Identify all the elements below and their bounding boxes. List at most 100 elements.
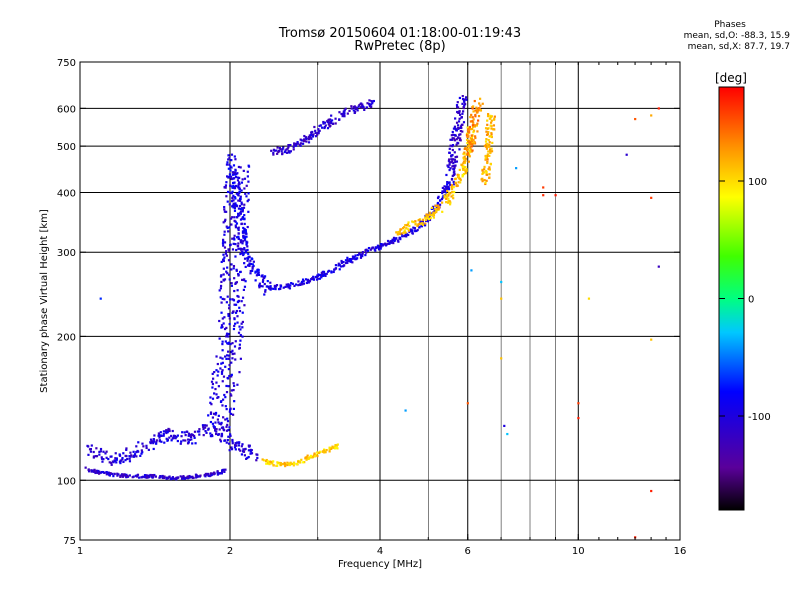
- data-point: [500, 357, 503, 360]
- data-point: [488, 168, 491, 171]
- data-point: [142, 445, 145, 448]
- data-point: [577, 416, 580, 420]
- data-point: [408, 224, 411, 228]
- data-point: [232, 299, 236, 302]
- data-point: [361, 105, 365, 108]
- data-point: [265, 462, 268, 465]
- data-point: [244, 229, 247, 232]
- data-point: [243, 285, 247, 288]
- data-point: [233, 216, 236, 219]
- data-point: [484, 170, 487, 173]
- data-point: [440, 197, 444, 201]
- data-point: [456, 173, 459, 176]
- data-point: [437, 204, 440, 207]
- data-point: [225, 429, 229, 432]
- data-point: [458, 117, 461, 120]
- data-point: [484, 154, 487, 158]
- data-point: [240, 252, 244, 255]
- data-point: [490, 119, 493, 122]
- data-point: [220, 370, 224, 374]
- data-point: [183, 431, 186, 434]
- data-point: [443, 185, 446, 188]
- data-point: [163, 441, 166, 444]
- data-point: [317, 132, 320, 135]
- data-point: [220, 426, 224, 429]
- data-point: [238, 181, 241, 184]
- data-point: [188, 438, 191, 441]
- data-point: [244, 265, 247, 269]
- data-point: [101, 460, 104, 463]
- x-tick-label: 16: [674, 546, 687, 557]
- data-point: [446, 187, 449, 190]
- data-point: [488, 141, 491, 144]
- data-point: [164, 430, 167, 433]
- data-point: [235, 444, 238, 447]
- data-point: [182, 439, 185, 442]
- data-point: [307, 141, 311, 144]
- data-point: [160, 440, 163, 443]
- data-point: [311, 277, 314, 280]
- data-point: [226, 423, 229, 427]
- data-point: [435, 210, 438, 213]
- data-point: [448, 151, 451, 154]
- data-point: [227, 428, 230, 432]
- data-point: [225, 195, 228, 198]
- data-point: [337, 264, 340, 267]
- data-point: [186, 475, 189, 478]
- data-point: [246, 175, 249, 178]
- data-point: [269, 285, 272, 288]
- data-point: [357, 105, 360, 108]
- data-point: [98, 450, 101, 454]
- data-point: [454, 177, 457, 180]
- data-point: [445, 186, 448, 189]
- data-point: [288, 287, 292, 290]
- data-point: [232, 264, 236, 268]
- data-point: [121, 473, 124, 476]
- data-point: [224, 405, 227, 408]
- data-point: [105, 473, 108, 476]
- data-point: [105, 456, 108, 459]
- data-point: [106, 472, 110, 475]
- data-point: [179, 475, 182, 478]
- data-point: [305, 140, 308, 143]
- data-point: [243, 187, 246, 190]
- data-point: [405, 232, 408, 236]
- data-point: [231, 438, 234, 442]
- data-point: [486, 145, 489, 148]
- data-point: [236, 236, 239, 239]
- data-point: [370, 247, 373, 250]
- data-point: [448, 163, 451, 166]
- data-point: [261, 280, 265, 283]
- data-point: [268, 463, 271, 466]
- data-point: [237, 274, 240, 277]
- data-point: [466, 145, 469, 148]
- data-point: [421, 218, 425, 221]
- data-point: [228, 433, 232, 436]
- data-point: [470, 138, 474, 141]
- data-point: [233, 277, 236, 280]
- data-point: [220, 400, 223, 403]
- data-point: [174, 437, 177, 440]
- data-point: [282, 286, 285, 289]
- data-point: [209, 401, 212, 404]
- data-point: [453, 151, 456, 154]
- data-point: [443, 188, 446, 191]
- data-point: [446, 201, 450, 204]
- data-point: [476, 122, 479, 125]
- data-point: [223, 439, 226, 442]
- data-point: [465, 98, 468, 101]
- data-point: [150, 439, 153, 443]
- data-point: [467, 148, 470, 151]
- data-point: [227, 357, 230, 360]
- data-point: [447, 187, 451, 191]
- data-point: [404, 224, 407, 227]
- data-point: [157, 434, 160, 437]
- data-point: [488, 166, 491, 169]
- data-point: [230, 446, 233, 449]
- data-point: [233, 289, 236, 293]
- data-point: [325, 272, 328, 275]
- colorbar-tick-label: 0: [748, 295, 754, 306]
- data-point: [272, 464, 275, 467]
- data-point: [264, 459, 268, 463]
- data-point: [412, 226, 415, 229]
